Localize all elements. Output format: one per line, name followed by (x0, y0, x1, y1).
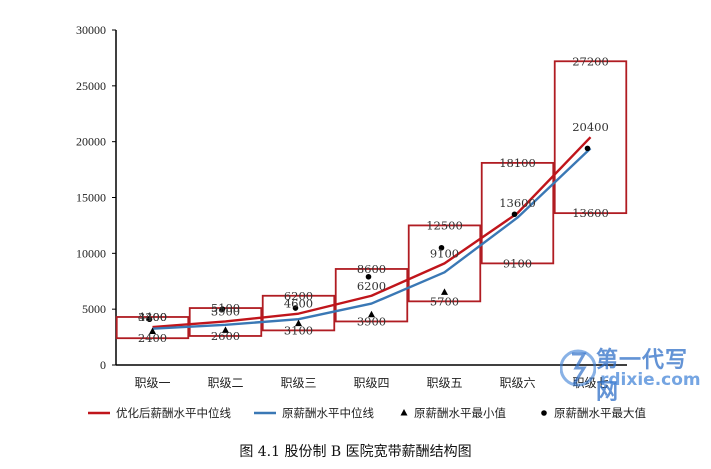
max-value-marker (219, 306, 226, 312)
x-tick-label: 职级三 (280, 376, 316, 390)
series-line (152, 136, 592, 329)
legend-label: 优化后薪酬水平中位线 (116, 406, 231, 420)
mid-data-label: 13600 (499, 196, 536, 210)
min-data-label: 2600 (211, 329, 240, 343)
min-value-marker (222, 326, 229, 333)
mid-data-label: 9100 (430, 246, 459, 260)
min-data-label: 9100 (503, 256, 532, 270)
watermark-logo: 第一代写网 rdixie.com (559, 342, 710, 405)
min-data-label: 5700 (430, 294, 459, 308)
max-data-label: 8600 (357, 262, 386, 276)
max-value-marker (292, 305, 299, 311)
figure-caption: 图 4.1 股份制 B 医院宽带薪酬结构图 (239, 444, 472, 460)
y-tick-label: 10000 (76, 246, 106, 260)
band-box (334, 268, 409, 323)
max-data-label: 5100 (211, 301, 240, 315)
min-value-marker (441, 288, 448, 295)
band-box (553, 60, 628, 215)
legend-circle-marker (541, 410, 547, 416)
band-box (261, 294, 336, 332)
watermark-text-1: 第一代写网 (596, 348, 689, 405)
legend-triangle-marker (400, 409, 408, 416)
max-value-marker (146, 316, 153, 323)
max-data-label: 18100 (499, 156, 536, 170)
max-value-marker (365, 273, 372, 280)
mid-data-label: 3900 (211, 304, 240, 318)
mid-data-label: 4600 (284, 297, 313, 311)
min-value-marker (368, 310, 375, 318)
min-data-label: 13600 (572, 206, 609, 220)
x-tick-label: 职级四 (353, 376, 389, 390)
mid-data-label: 3400 (138, 310, 167, 324)
watermark-emblem-icon (559, 349, 597, 387)
max-value-marker (438, 244, 445, 251)
mid-data-label: 6200 (357, 279, 386, 293)
y-tick-label: 30000 (76, 23, 106, 37)
max-value-marker (511, 211, 518, 218)
series-line (152, 147, 592, 330)
max-value-marker (584, 145, 591, 152)
min-data-label: 3100 (284, 323, 313, 337)
band-box (480, 161, 555, 265)
min-value-marker (149, 327, 156, 334)
x-tick-label: 职级七 (572, 376, 608, 390)
max-data-label: 6200 (284, 289, 313, 303)
mid-data-label: 20400 (572, 120, 609, 134)
y-tick-label: 20000 (76, 135, 106, 149)
watermark-text-2: rdixie.com (600, 370, 701, 390)
y-tick-label: 15000 (76, 191, 106, 205)
x-tick-label: 职级六 (499, 376, 535, 390)
legend-label: 原薪酬水平最大值 (554, 406, 646, 420)
min-data-label: 3900 (357, 314, 386, 328)
band-box (407, 224, 482, 303)
x-tick-label: 职级二 (207, 376, 243, 390)
max-data-label: 12500 (426, 218, 463, 232)
x-tick-label: 职级一 (134, 376, 170, 390)
chart-canvas: 0 5000 10000 15000 20000 25000 30000 职级一 职级二 职级三 职… (76, 23, 646, 420)
y-tick-label: 0 (100, 358, 106, 372)
max-data-label: 4300 (138, 310, 167, 324)
y-tick-label: 5000 (82, 302, 106, 316)
max-data-label: 27200 (572, 54, 609, 68)
min-value-marker (295, 319, 302, 327)
legend-label: 原薪酬水平中位线 (282, 406, 374, 420)
legend-label: 原薪酬水平最小值 (414, 406, 506, 420)
min-data-label: 2400 (138, 331, 167, 345)
y-tick-label: 25000 (76, 79, 106, 93)
x-tick-label: 职级五 (426, 376, 462, 390)
